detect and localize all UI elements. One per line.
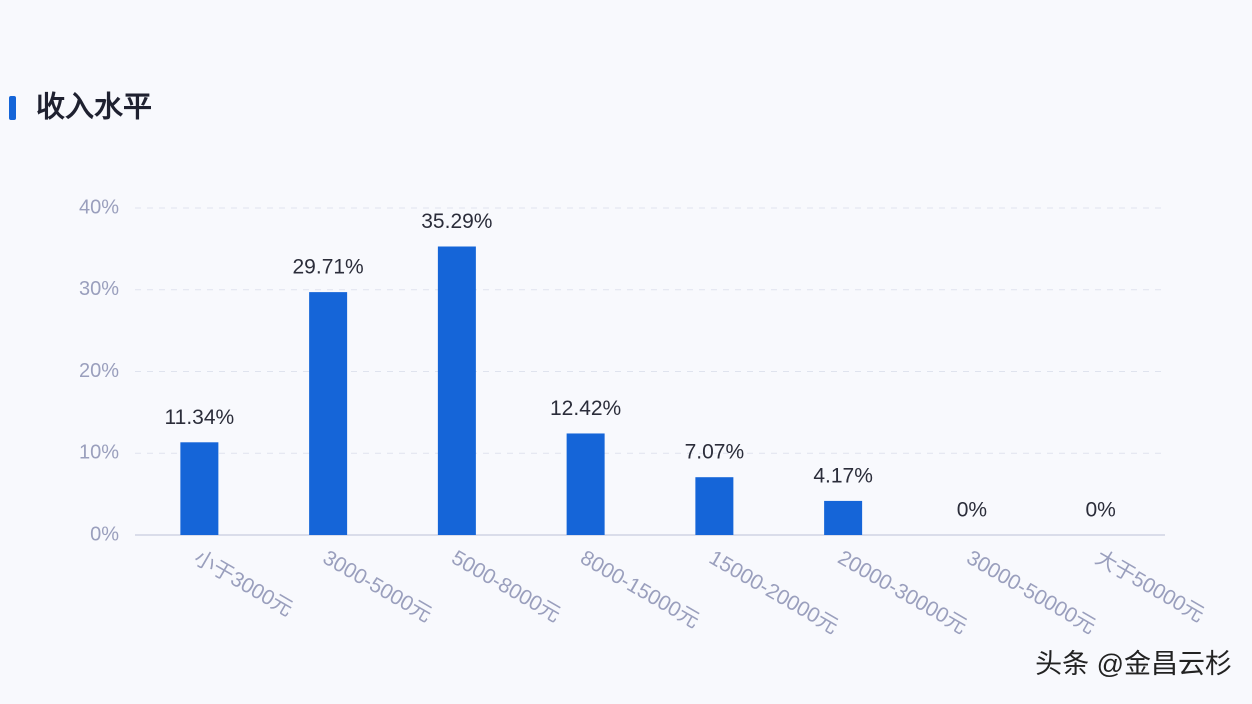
value-label: 29.71% [293, 256, 364, 279]
chart-title: 收入水平 [36, 91, 152, 124]
bar [824, 500, 863, 535]
value-label: 35.29% [421, 210, 492, 233]
value-label: 7.07% [685, 441, 745, 464]
bar [437, 246, 476, 535]
x-tick-label: 15000-20000元 [705, 546, 842, 638]
value-label: 0% [957, 499, 987, 522]
y-tick-label: 20% [79, 360, 119, 382]
value-label: 0% [1085, 499, 1115, 522]
watermark: 头条 @金昌云杉 [1035, 649, 1232, 679]
x-tick-label: 5000-8000元 [448, 546, 565, 627]
y-tick-label: 30% [79, 278, 119, 300]
bar [566, 433, 605, 535]
y-tick-label: 0% [90, 523, 119, 545]
value-label: 11.34% [165, 406, 235, 429]
x-tick-label: 20000-30000元 [834, 546, 971, 638]
value-label: 4.17% [813, 464, 873, 487]
x-tick-label: 小于3000元 [190, 546, 297, 621]
y-tick-label: 40% [79, 196, 119, 218]
bar [309, 292, 348, 535]
x-tick-label: 30000-50000元 [963, 546, 1100, 638]
y-tick-label: 10% [79, 442, 119, 464]
bar [180, 442, 219, 535]
x-tick-label: 大于50000元 [1091, 546, 1208, 627]
x-tick-label: 3000-5000元 [319, 546, 436, 627]
x-tick-label: 8000-15000元 [576, 546, 703, 632]
title-marker [9, 96, 16, 120]
bar [695, 477, 734, 535]
value-label: 12.42% [550, 397, 621, 420]
